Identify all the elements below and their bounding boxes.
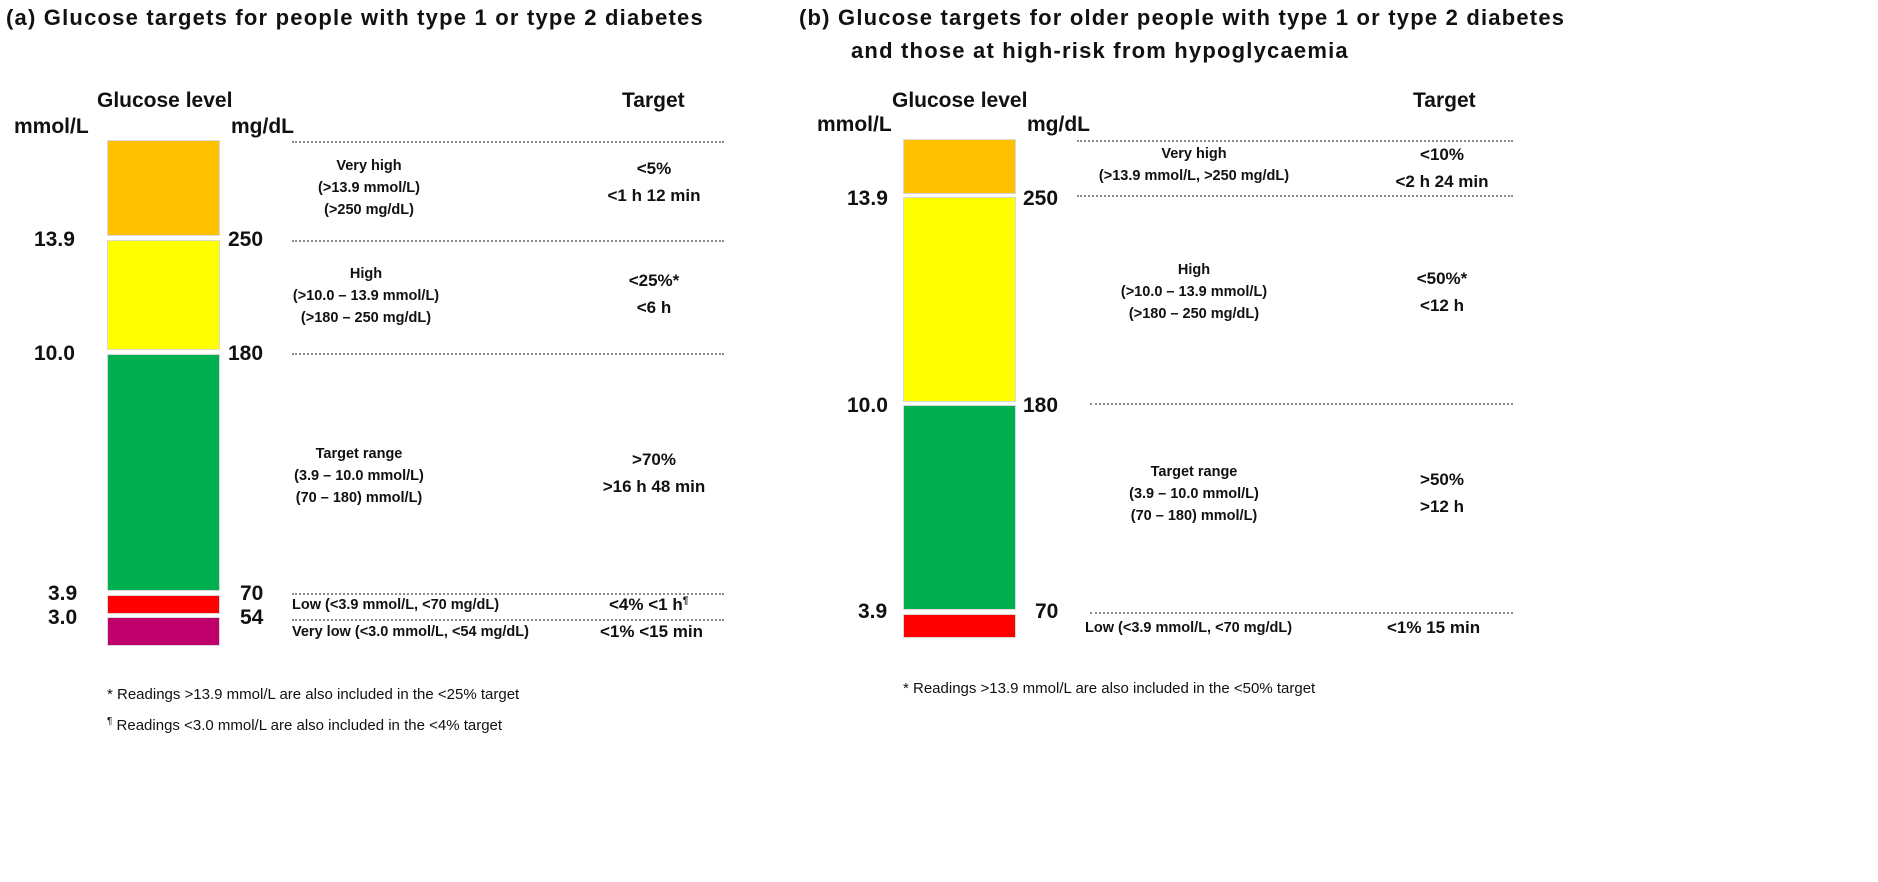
panel-a-target-header: Target <box>622 89 685 112</box>
panel-a-very-low-segment <box>107 617 220 646</box>
panel-a-tick-mg: 250 <box>228 228 264 251</box>
panel-b-high-target: <50%* <12 h <box>1416 269 1468 315</box>
panel-a-target-range-target: >70% >16 h 48 min <box>602 450 706 496</box>
panel-a-tick-mmol: 3.9 <box>48 582 78 605</box>
panel-a-very-low-label: Very low (<3.0 mmol/L, <54 mg/dL) <box>292 624 529 640</box>
panel-b-target-description: Target range (3.9 – 10.0 mmol/L) (70 – 1… <box>1129 464 1259 524</box>
panel-b-footnote-1: * Readings >13.9 mmol/L are also include… <box>903 680 1316 697</box>
panel-b-title-line-1: (b) Glucose targets for older people wit… <box>799 5 1566 30</box>
panel-a-glucose-level-header: Glucose level <box>97 89 233 112</box>
panel-a-very-high-description: Very high (>13.9 mmol/L) (>250 mg/dL) <box>318 158 420 218</box>
panel-b-low-segment <box>903 614 1016 638</box>
panel-a-high-segment <box>107 240 220 350</box>
panel-b-very-high-target: <10% <2 h 24 min <box>1395 145 1489 191</box>
panel-b-tick-mg: 180 <box>1023 394 1059 417</box>
panel-a-low-target: <4% <1 h¶ <box>609 595 689 614</box>
panel-a-tick-mg: 180 <box>228 342 264 365</box>
panel-a-tick-mmol: 10.0 <box>34 342 75 365</box>
panel-b-low-target: <1% 15 min <box>1387 618 1481 637</box>
panel-a-tick-mg: 54 <box>240 606 264 629</box>
panel-b-tick-mg: 250 <box>1023 187 1059 210</box>
panel-b-divider <box>1077 195 1513 197</box>
panel-a-tick-mmol: 3.0 <box>48 606 78 629</box>
panel-a-divider <box>292 141 724 143</box>
panel-a-low-label: Low (<3.9 mmol/L, <70 mg/dL) <box>292 597 500 613</box>
panel-b-tick-mg: 70 <box>1035 600 1059 623</box>
panel-a-mg-unit: mg/dL <box>231 115 294 138</box>
panel-a-very-high-target: <5% <1 h 12 min <box>607 159 701 205</box>
panel-b-target-range-target: >50% >12 h <box>1420 470 1464 516</box>
panel-a-very-high-segment <box>107 140 220 236</box>
panel-a-high-description: High (>10.0 – 13.9 mmol/L) (>180 – 250 m… <box>292 266 440 326</box>
panel-a-divider <box>292 353 724 355</box>
panel-a-footnote-1: * Readings >13.9 mmol/L are also include… <box>107 686 520 703</box>
panel-b-mmol-unit: mmol/L <box>817 113 892 136</box>
panel-b-glucose-level-header: Glucose level <box>892 89 1028 112</box>
panel-a-footnote-2: ¶ Readings <3.0 mmol/L are also included… <box>107 716 503 734</box>
panel-b-very-high-segment <box>903 139 1016 194</box>
panel-b-low-label: Low (<3.9 mmol/L, <70 mg/dL) <box>1085 620 1293 636</box>
panel-b-high-segment <box>903 197 1016 402</box>
panel-b-mg-unit: mg/dL <box>1027 113 1090 136</box>
panel-a-tick-mg: 70 <box>240 582 264 605</box>
panel-b-target-segment <box>903 405 1016 610</box>
panel-b-divider <box>1090 403 1513 405</box>
panel-b-tick-mmol: 13.9 <box>847 187 888 210</box>
panel-b-high-description: High (>10.0 – 13.9 mmol/L) (>180 – 250 m… <box>1120 262 1268 322</box>
panel-a-title: (a) Glucose targets for people with type… <box>6 5 704 30</box>
panel-a-very-low-target: <1% <15 min <box>600 622 704 641</box>
panel-a-divider <box>292 593 724 595</box>
panel-a-tick-mmol: 13.9 <box>34 228 75 251</box>
panel-a-high-target: <25%* <6 h <box>628 271 680 317</box>
panel-a-low-segment <box>107 595 220 614</box>
panel-a-target-segment <box>107 354 220 591</box>
panel-a-divider <box>292 240 724 242</box>
panel-b-tick-mmol: 10.0 <box>847 394 888 417</box>
panel-a-divider <box>292 619 724 621</box>
panel-b-very-high-description: Very high (>13.9 mmol/L, >250 mg/dL) <box>1098 146 1290 184</box>
panel-b-divider <box>1090 612 1513 614</box>
panel-b-target-header: Target <box>1413 89 1476 112</box>
panel-a-mmol-unit: mmol/L <box>14 115 89 138</box>
panel-b-tick-mmol: 3.9 <box>858 600 888 623</box>
panel-b-title-line-2: and those at high-risk from hypoglycaemi… <box>851 38 1349 63</box>
panel-a-target-description: Target range (3.9 – 10.0 mmol/L) (70 – 1… <box>294 446 424 506</box>
panel-b-divider <box>1077 140 1513 142</box>
